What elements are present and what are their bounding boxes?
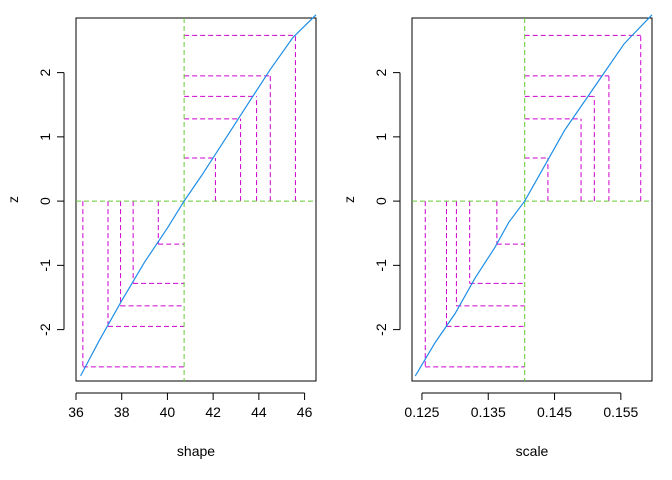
- x-tick-label: 38: [114, 404, 130, 420]
- x-axis-label: scale: [516, 443, 549, 459]
- profile-curve: [80, 14, 317, 377]
- plot-frame: [75, 17, 317, 382]
- x-tick-label: 36: [68, 404, 84, 420]
- x-tick-label: 40: [160, 404, 176, 420]
- y-axis-label: z: [5, 196, 21, 203]
- y-tick-label: 0: [37, 197, 53, 205]
- y-tick-label: -2: [37, 323, 53, 336]
- x-tick-label: 0.125: [404, 404, 439, 420]
- x-tick-label: 42: [205, 404, 221, 420]
- x-axis-label: shape: [177, 443, 215, 459]
- x-tick-label: 0.155: [603, 404, 638, 420]
- y-tick-label: 1: [373, 133, 389, 141]
- scale-profile-panel: 0.125 0.135 0.145 0.155 scale -2 -1 0 1 2 z: [341, 14, 653, 459]
- plot-frame: [411, 17, 653, 382]
- y-tick-label: -1: [37, 259, 53, 272]
- shape-profile-panel: 36 38 40 42 44 46 shape -2 -1 0 1 2 z: [5, 14, 317, 459]
- x-tick-label: 0.135: [471, 404, 506, 420]
- y-axis-label: z: [341, 196, 357, 203]
- x-tick-label: 46: [297, 404, 313, 420]
- y-tick-label: 2: [37, 69, 53, 77]
- x-tick-label: 44: [251, 404, 267, 420]
- profile-curve: [414, 14, 653, 377]
- y-tick-label: 2: [373, 69, 389, 77]
- y-tick-label: 1: [37, 133, 53, 141]
- y-tick-label: -1: [373, 259, 389, 272]
- y-tick-label: -2: [373, 323, 389, 336]
- x-tick-label: 0.145: [537, 404, 572, 420]
- y-tick-label: 0: [373, 197, 389, 205]
